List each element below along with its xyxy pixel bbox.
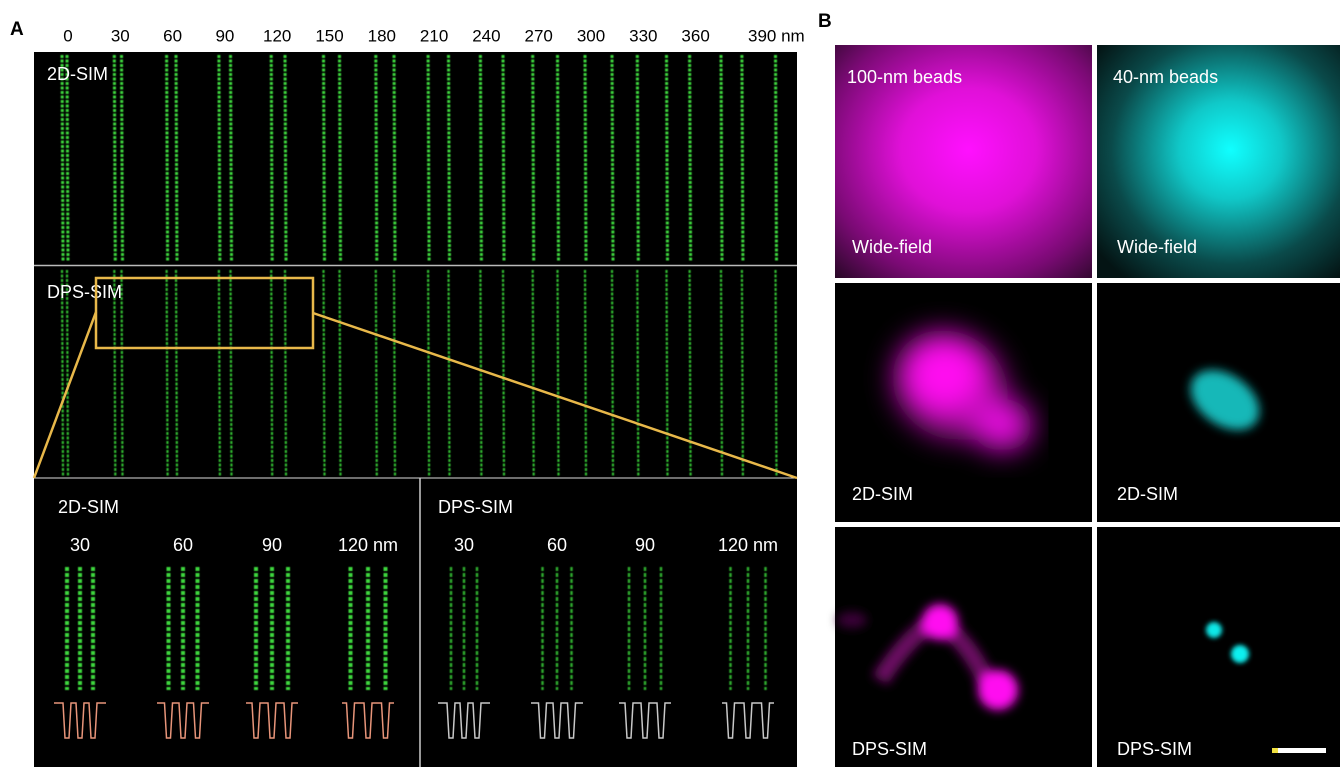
image-label: 2D-SIM <box>1117 484 1178 504</box>
image-label: DPS-SIM <box>1117 739 1192 759</box>
spacing-label: 120 nm <box>338 535 398 555</box>
scale-label: 60 <box>163 26 182 45</box>
figure: A B 2D-SIM DPS-SIM 2D-SIM DPS-SIM 100-nm… <box>0 0 1340 767</box>
inset-label: DPS-SIM <box>438 497 513 517</box>
image-label: Wide-field <box>852 237 932 257</box>
scale-label: 120 <box>263 26 291 45</box>
spacing-label: 120 nm <box>718 535 778 555</box>
scale-label: 300 <box>577 26 605 45</box>
image-title: 40-nm beads <box>1113 67 1218 87</box>
spacing-label: 60 <box>173 535 193 555</box>
scale-label: 30 <box>111 26 130 45</box>
image-title: 100-nm beads <box>847 67 962 87</box>
inset-label: 2D-SIM <box>58 497 119 517</box>
scale-bar <box>1272 748 1278 753</box>
section-label: 2D-SIM <box>47 64 108 84</box>
scale-label: 330 <box>629 26 657 45</box>
panel-a-background <box>34 52 797 767</box>
spacing-label: 90 <box>262 535 282 555</box>
scale-label: 180 <box>368 26 396 45</box>
panel-label: B <box>818 11 832 32</box>
scale-label: 240 <box>472 26 500 45</box>
spacing-label: 60 <box>547 535 567 555</box>
image-tile <box>1097 527 1340 767</box>
scale-bar <box>1278 748 1326 753</box>
image-label: Wide-field <box>1117 237 1197 257</box>
scale-label: 210 <box>420 26 448 45</box>
page: {"panel_a": {"label": "A", "scale": ["0"… <box>0 0 1340 767</box>
scale-label: 270 <box>525 26 553 45</box>
panel-label: A <box>10 19 24 40</box>
spacing-label: 90 <box>635 535 655 555</box>
scale-label: 0 <box>63 26 72 45</box>
scale-label: 90 <box>215 26 234 45</box>
image-label: 2D-SIM <box>852 484 913 504</box>
spacing-label: 30 <box>454 535 474 555</box>
scale-label: 150 <box>315 26 343 45</box>
spacing-label: 30 <box>70 535 90 555</box>
scale-label: 360 <box>681 26 709 45</box>
section-label: DPS-SIM <box>47 282 122 302</box>
scale-label: 390 nm <box>748 26 805 45</box>
image-label: DPS-SIM <box>852 739 927 759</box>
